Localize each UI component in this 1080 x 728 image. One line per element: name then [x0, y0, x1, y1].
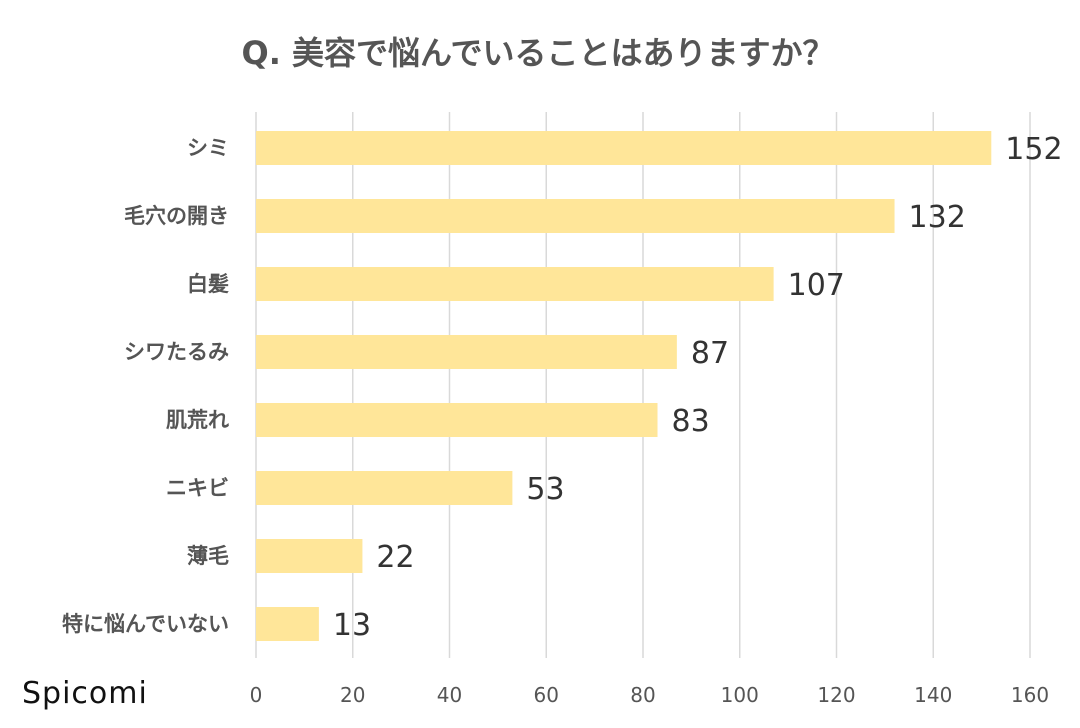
category-label: シワたるみ — [124, 340, 229, 364]
value-label: 132 — [909, 200, 966, 235]
category-label: シミ — [187, 136, 229, 160]
x-tick-label: 20 — [340, 683, 365, 707]
x-tick-label: 0 — [250, 683, 263, 707]
value-label: 53 — [526, 472, 564, 507]
value-label: 107 — [788, 268, 845, 303]
bar — [256, 539, 363, 573]
value-label: 87 — [691, 336, 729, 371]
bar — [256, 267, 774, 301]
x-tick-label: 120 — [817, 683, 855, 707]
category-label: 毛穴の開き — [124, 204, 229, 228]
bar — [256, 607, 319, 641]
bar — [256, 335, 677, 369]
value-label: 13 — [333, 608, 371, 643]
category-label: 薄毛 — [187, 544, 229, 568]
value-label: 83 — [672, 404, 710, 439]
category-label: 肌荒れ — [166, 408, 229, 432]
x-axis-ticks: 0 20 40 60 80 100 120 140 160 — [250, 683, 1049, 707]
bar — [256, 403, 658, 437]
category-label: ニキビ — [166, 476, 229, 500]
bar — [256, 471, 513, 505]
brand-logo-text: Spicomi — [22, 676, 148, 711]
bar — [256, 131, 992, 165]
x-tick-label: 40 — [437, 683, 462, 707]
value-label: 152 — [1005, 132, 1062, 167]
bars — [256, 131, 992, 641]
category-label: 特に悩んでいない — [62, 612, 229, 636]
gridlines — [255, 112, 1031, 658]
x-tick-label: 100 — [721, 683, 759, 707]
chart-title: Q. 美容で悩んでいることはありますか？ — [242, 34, 835, 72]
x-tick-label: 80 — [630, 683, 655, 707]
x-tick-label: 160 — [1011, 683, 1049, 707]
x-tick-label: 140 — [914, 683, 952, 707]
category-label: 白髪 — [187, 272, 229, 296]
bar — [256, 199, 895, 233]
x-tick-label: 60 — [534, 683, 559, 707]
value-label: 22 — [376, 540, 414, 575]
